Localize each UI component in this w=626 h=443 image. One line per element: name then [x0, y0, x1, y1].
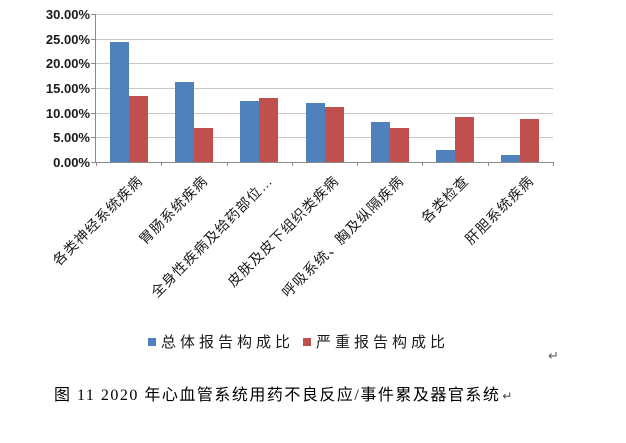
y-tick-label: 30.00%	[45, 7, 90, 22]
bar-serious-reports	[128, 96, 148, 162]
paragraph-return-icon: ↵	[502, 389, 513, 403]
bar-serious-reports	[259, 97, 279, 162]
legend-swatch-serious-icon	[303, 337, 312, 346]
adr-bar-chart: 30.00% 25.00% 20.00% 15.00% 10.00% 5.00% 0.00%…	[16, 7, 554, 352]
y-tick-label: 25.00%	[45, 31, 90, 47]
paragraph-return-icon: ↵	[548, 348, 559, 363]
legend-item: 严重报告构成比	[303, 331, 449, 352]
bar-total-reports	[370, 121, 390, 162]
x-axis-tick	[487, 162, 489, 166]
bar-serious-reports	[389, 128, 409, 162]
gridline	[96, 38, 553, 40]
x-axis-tick	[96, 162, 97, 166]
bar-serious-reports	[455, 117, 475, 162]
x-axis-tick	[422, 162, 424, 166]
x-category-label: 皮肤及皮下组织类疾病	[223, 172, 342, 290]
bar-serious-reports	[324, 106, 344, 162]
y-axis-tick	[91, 162, 96, 163]
x-axis-tick	[226, 162, 228, 166]
y-tick-label: 15.00%	[45, 81, 90, 96]
y-axis-tick	[91, 38, 96, 40]
x-axis-tick	[357, 162, 359, 166]
x-category-label: 呼吸系统、胸及纵隔疾病	[278, 172, 407, 301]
bar-total-reports	[174, 82, 194, 162]
bar-total-reports	[436, 149, 456, 162]
bar-total-reports	[109, 42, 129, 162]
x-category-label: 肝胆系统疾病	[462, 172, 538, 248]
plot-area	[91, 14, 554, 166]
chart-legend: 总体报告构成比 严重报告构成比	[148, 331, 449, 352]
bar-total-reports	[240, 101, 260, 162]
x-category-label: 全身性疾病及给药部位…	[147, 172, 276, 301]
y-tick-label: 10.00%	[45, 105, 90, 121]
bar-serious-reports	[193, 127, 213, 162]
x-axis-tick	[161, 162, 163, 166]
x-category-label: 各类神经系统疾病	[49, 172, 146, 269]
y-tick-label: 20.00%	[45, 56, 90, 72]
y-axis-tick	[91, 14, 96, 15]
y-axis-tick	[91, 63, 96, 65]
y-axis-labels: 30.00% 25.00% 20.00% 15.00% 10.00% 5.00% 0.00%	[16, 7, 90, 177]
y-tick-label: 0.00%	[53, 155, 90, 170]
figure-caption-text: 图 11 2020 年心血管系统用药不良反应/事件累及器官系统	[54, 387, 501, 404]
y-axis-tick	[91, 137, 96, 139]
x-category-label: 各类检查	[418, 172, 472, 227]
y-tick-label: 5.00%	[53, 130, 90, 146]
y-axis-tick	[91, 88, 96, 89]
legend-label: 总体报告构成比	[161, 334, 295, 351]
bar-total-reports	[501, 155, 521, 162]
legend-swatch-total-icon	[148, 337, 156, 346]
x-axis-labels: 各类神经系统疾病 胃肠系统疾病 全身性疾病及给药部位… 皮肤及皮下组织类疾病 呼吸系统、…	[49, 171, 553, 321]
gridline	[96, 14, 553, 15]
figure-caption: 图 11 2020 年心血管系统用药不良反应/事件累及器官系统 ↵	[54, 381, 512, 405]
x-axis-tick	[553, 162, 554, 166]
bar-serious-reports	[520, 119, 540, 162]
legend-label: 严重报告构成比	[316, 334, 450, 351]
legend-item: 总体报告构成比	[148, 331, 294, 352]
x-axis-tick	[291, 162, 293, 166]
gridline	[96, 88, 553, 89]
y-axis-tick	[91, 112, 96, 114]
gridline	[96, 63, 553, 65]
bar-total-reports	[305, 102, 325, 162]
